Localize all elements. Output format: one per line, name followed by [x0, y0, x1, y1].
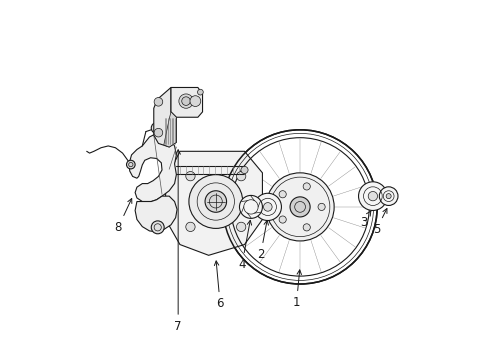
Circle shape	[241, 166, 247, 174]
Circle shape	[185, 171, 195, 181]
Circle shape	[367, 192, 377, 201]
Text: 2: 2	[256, 220, 268, 261]
Circle shape	[303, 224, 310, 231]
Text: 1: 1	[292, 270, 301, 309]
Circle shape	[179, 94, 193, 108]
Circle shape	[151, 221, 164, 234]
Circle shape	[151, 123, 162, 134]
Circle shape	[303, 183, 310, 190]
Circle shape	[289, 197, 309, 217]
Polygon shape	[135, 196, 177, 232]
Circle shape	[386, 194, 390, 199]
Circle shape	[358, 182, 386, 211]
Circle shape	[317, 203, 325, 211]
Circle shape	[185, 222, 195, 231]
Text: 4: 4	[238, 220, 251, 271]
Text: 7: 7	[174, 150, 182, 333]
Circle shape	[190, 96, 201, 107]
Circle shape	[223, 130, 376, 284]
Polygon shape	[129, 134, 176, 202]
Circle shape	[126, 160, 135, 169]
Text: 6: 6	[214, 261, 224, 310]
Circle shape	[204, 191, 226, 212]
Circle shape	[154, 98, 163, 106]
Text: 5: 5	[372, 208, 386, 236]
Circle shape	[236, 222, 245, 231]
Circle shape	[236, 171, 245, 181]
Circle shape	[379, 187, 397, 206]
Text: 3: 3	[359, 211, 370, 229]
Circle shape	[154, 129, 163, 137]
Circle shape	[239, 195, 262, 219]
Circle shape	[265, 173, 333, 241]
Circle shape	[263, 203, 271, 211]
Circle shape	[197, 89, 203, 95]
Circle shape	[279, 191, 285, 198]
Polygon shape	[163, 112, 176, 147]
Circle shape	[188, 175, 242, 228]
Text: 8: 8	[114, 199, 132, 234]
Circle shape	[279, 216, 285, 223]
Polygon shape	[153, 87, 176, 147]
Circle shape	[182, 97, 190, 105]
Circle shape	[254, 193, 281, 221]
Polygon shape	[165, 151, 262, 255]
Polygon shape	[171, 87, 202, 117]
